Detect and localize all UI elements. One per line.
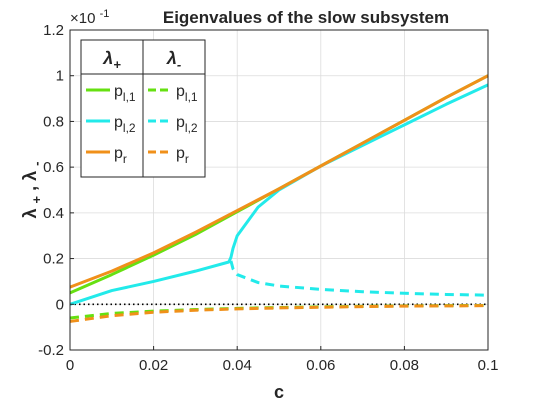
y-tick-label: 0 xyxy=(56,296,64,313)
y-tick-label: 1 xyxy=(56,68,64,85)
y-label-plus-sub: + xyxy=(29,195,44,203)
series-line-r-plus xyxy=(69,74,489,289)
legend-column-header: λ+ xyxy=(102,48,121,72)
x-tick-label: 0 xyxy=(66,357,74,374)
legend-column-header: λ- xyxy=(166,48,181,72)
plot-frame xyxy=(69,29,489,351)
axis-ticks: 0 0.02 0.04 0.06 0.08 0.1-0.200.20.40.60.811.… xyxy=(38,22,498,374)
legend-entry-label: pl,2 xyxy=(114,114,136,135)
x-tick-label: 0.08 xyxy=(390,357,419,374)
y-tick-label: 1.2 xyxy=(43,22,64,39)
x-tick-label: 0.02 xyxy=(139,357,168,374)
legend-entry-label: pl,2 xyxy=(176,114,198,135)
y-label-minus-sub: - xyxy=(29,161,44,165)
exponent-label: ×10 -1 xyxy=(70,8,109,27)
legend-entry-label: pl,1 xyxy=(176,83,198,104)
legend-entry-label: pr xyxy=(176,145,189,166)
legend: λ+ λ-pl,1 pl,1 pl,2 pl,2 pr pr xyxy=(80,39,206,178)
y-tick-label: -0.2 xyxy=(38,342,64,359)
exponent-base: ×10 xyxy=(70,10,95,27)
chart-title: Eigenvalues of the slow subsystem xyxy=(163,8,449,27)
series-line-l1-minus xyxy=(69,303,489,320)
series-line-l2-minus xyxy=(229,260,489,297)
y-label-lambda-minus: , λ xyxy=(20,171,40,191)
y-tick-label: 0.4 xyxy=(43,205,64,222)
plot-lines xyxy=(69,74,489,323)
series-line-l2-plus xyxy=(69,83,489,306)
x-tick-label: 0.04 xyxy=(223,357,252,374)
x-tick-label: 0.06 xyxy=(306,357,335,374)
y-tick-label: 0.2 xyxy=(43,251,64,268)
legend-entry-label: pr xyxy=(114,145,127,166)
y-tick-label: 0.8 xyxy=(43,113,64,130)
exponent-power: -1 xyxy=(100,8,110,20)
series-line-r-minus xyxy=(69,304,489,323)
y-axis-label: λ + , λ - xyxy=(20,161,45,218)
y-label-lambda-plus: λ xyxy=(20,208,40,218)
y-tick-label: 0.6 xyxy=(43,159,64,176)
x-tick-label: 0.1 xyxy=(478,357,499,374)
legend-entry-label: pl,1 xyxy=(114,83,136,104)
x-axis-label: c xyxy=(274,382,284,402)
